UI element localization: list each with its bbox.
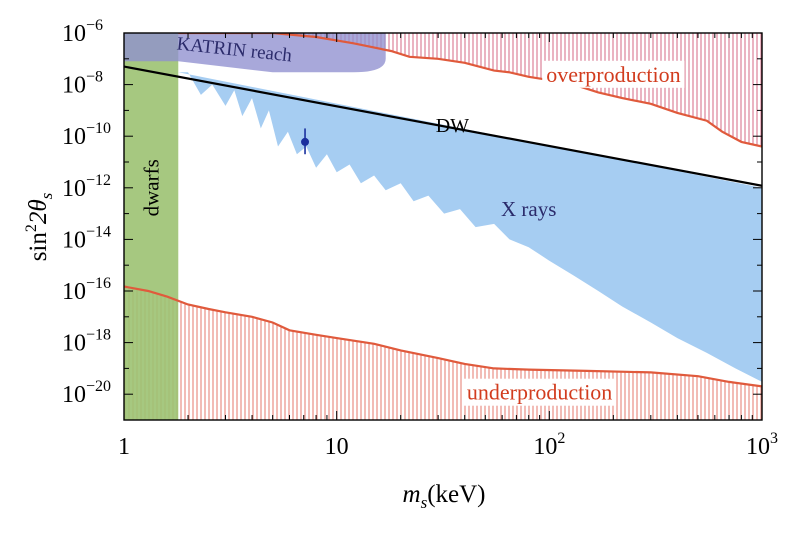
katrin-reach-region — [124, 33, 386, 73]
annotation-dw: DW — [436, 115, 469, 137]
y-tick-label: 10−10 — [62, 120, 111, 150]
y-tick-label: 10−8 — [62, 69, 103, 99]
annotation-over-text: overproduction — [546, 62, 680, 87]
annotation-over: overproduction — [542, 60, 685, 88]
annotation-xrays-text: X rays — [501, 197, 556, 221]
annotation-dwarfs-text: dwarfs — [140, 159, 164, 216]
y-tick-label: 10−20 — [62, 378, 111, 408]
y-tick-label: 10−14 — [62, 223, 111, 253]
y-tick-label: 10−18 — [62, 327, 111, 357]
annotation-under-text: underproduction — [467, 380, 612, 405]
x-tick-label: 102 — [533, 430, 565, 460]
x-axis-label: ms(keV) — [403, 481, 486, 512]
y-tick-label: 10−12 — [62, 172, 111, 202]
data-point — [301, 137, 310, 146]
annotation-under-bg — [462, 378, 617, 406]
dw-line — [124, 65, 762, 187]
y-axis-label: sin22θs — [23, 192, 56, 261]
y-tick-label: 10−6 — [62, 17, 103, 47]
annotation-under: underproduction — [462, 378, 617, 406]
dwarfs-region — [124, 33, 179, 420]
axis-ticks: 1 10 102 103 10−6 10−8 10−10 10−12 10−14 10−16 10−… — [62, 17, 778, 460]
y-tick-label: 10−16 — [62, 275, 111, 305]
x-tick-label: 103 — [746, 430, 778, 460]
annotation-xrays: X rays — [501, 197, 556, 221]
underproduction-boundary-line — [124, 285, 762, 388]
x-tick-label: 1 — [118, 434, 130, 460]
overproduction-boundary-line — [178, 33, 762, 148]
annotation-over-bg — [542, 60, 685, 88]
plot-frame — [123, 32, 763, 421]
annotation-dwarfs: dwarfs — [140, 159, 164, 216]
xrays-region — [178, 72, 762, 382]
annotation-dw-text: DW — [436, 115, 469, 137]
x-tick-label: 10 — [325, 434, 349, 460]
